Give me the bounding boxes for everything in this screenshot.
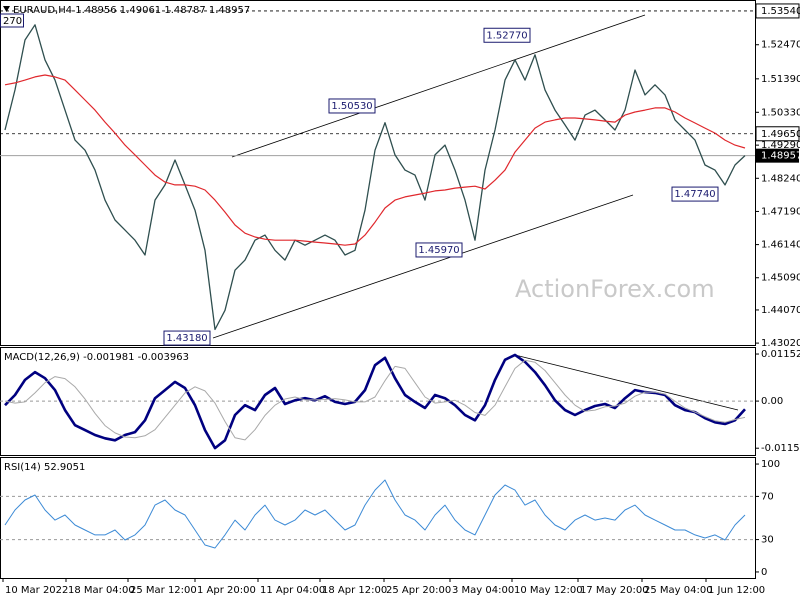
y-tick-label: 1.43020	[761, 338, 800, 349]
y-tick-label: 0	[761, 567, 767, 578]
channel-upper	[231, 14, 646, 158]
level-box	[755, 126, 800, 142]
x-tick-label: 1 Jun 12:00	[708, 585, 765, 596]
x-tick-label: 10 Mar 2022	[5, 585, 68, 596]
annotation-label: 1.43180	[166, 333, 207, 344]
rsi-title: RSI(14) 52.9051	[4, 462, 85, 473]
y-tick-label: 70	[761, 491, 774, 502]
y-tick-label: 30	[761, 535, 774, 546]
level-box	[755, 3, 800, 19]
x-tick-label: 18 Mar 04:00	[68, 585, 135, 596]
y-tick-label: 100	[761, 459, 780, 470]
y-tick-label: 0.011524	[761, 349, 800, 360]
edge-label-box	[0, 13, 24, 28]
y-tick-label: 1.48240	[761, 173, 800, 184]
annotation-box	[483, 27, 531, 43]
edge-label: 270	[3, 16, 22, 27]
price-panel	[0, 0, 756, 346]
macd-trendline	[514, 354, 739, 411]
y-tick-label: 1.52470	[761, 40, 800, 51]
series-line	[4, 359, 746, 441]
y-tick-label: -0.011537	[761, 443, 800, 454]
x-tick-label: 25 May 04:00	[644, 585, 713, 596]
y-tick-label: 1.47190	[761, 206, 800, 217]
annotation-box	[328, 98, 376, 114]
annotation-label: 1.52770	[486, 30, 527, 41]
annotation-box	[163, 330, 211, 346]
x-tick-label: 10 May 12:00	[514, 585, 583, 596]
x-tick-label: 11 Apr 04:00	[260, 585, 325, 596]
rsi-panel	[0, 457, 756, 579]
series-line	[4, 74, 746, 246]
channel-lower	[212, 194, 634, 339]
y-tick-label: 1.51390	[761, 74, 800, 85]
price-title: EURAUD,H4 1.48956 1.49061 1.48787 1.4895…	[13, 5, 250, 16]
x-tick-label: 17 May 20:00	[580, 585, 649, 596]
annotation-label: 1.50530	[331, 101, 372, 112]
annotation-box	[671, 186, 719, 202]
last-price-box	[756, 148, 799, 163]
x-tick-label: 18 Apr 12:00	[322, 585, 387, 596]
y-tick-label: 1.49290	[761, 140, 800, 151]
series-line	[4, 353, 746, 450]
annotation-label: 1.45970	[418, 245, 459, 256]
annotation-label: 1.47740	[674, 189, 715, 200]
level-label: 1.49650	[761, 129, 800, 140]
x-tick-label: 25 Apr 20:00	[386, 585, 451, 596]
y-tick-label: 0.00	[761, 396, 783, 407]
x-tick-label: 3 May 04:00	[452, 585, 514, 596]
y-tick-label: 1.46140	[761, 240, 800, 251]
y-tick-label: 1.45090	[761, 273, 800, 284]
series-line	[4, 479, 746, 549]
watermark: ActionForex.com	[515, 275, 715, 303]
annotation-box	[415, 242, 463, 258]
x-tick-label: 1 Apr 20:00	[197, 585, 256, 596]
symbol-icon	[3, 6, 10, 12]
last-price-label: 1.48957	[761, 151, 800, 162]
y-tick-label: 1.50330	[761, 107, 800, 118]
macd-title: MACD(12,26,9) -0.001981 -0.003963	[4, 352, 189, 363]
x-tick-label: 25 Mar 12:00	[130, 585, 197, 596]
level-label: 1.53540	[761, 6, 800, 17]
y-tick-label: 1.44070	[761, 305, 800, 316]
